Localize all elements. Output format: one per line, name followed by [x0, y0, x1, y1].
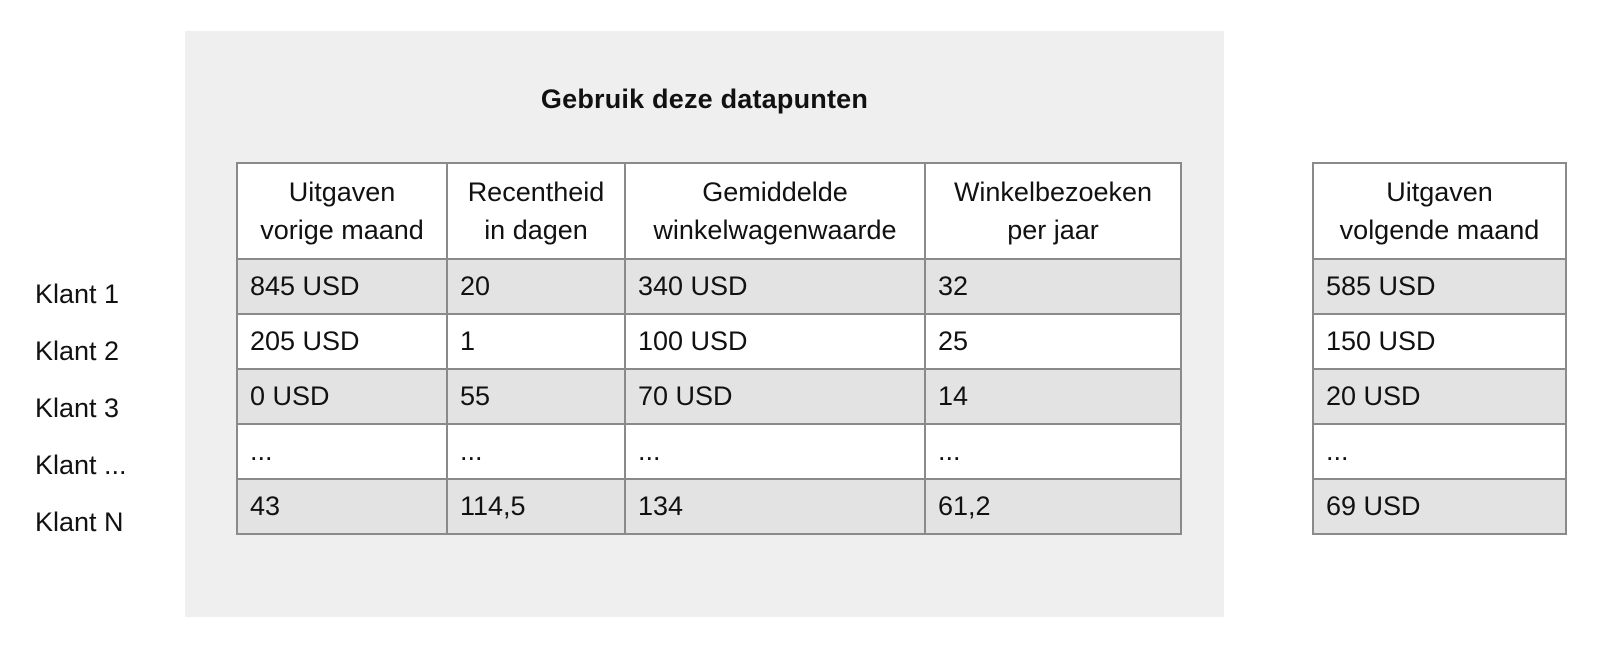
header-line: per jaar [1007, 215, 1099, 245]
table-cell: 20 [446, 258, 626, 315]
table-cell: ... [624, 423, 926, 480]
table-cell: 69 USD [1312, 478, 1567, 535]
table-row: 0 USD 55 70 USD 14 [236, 368, 1182, 425]
table-cell: 61,2 [924, 478, 1182, 535]
table-cell: 0 USD [236, 368, 448, 425]
table-cell: 14 [924, 368, 1182, 425]
table-row: 585 USD [1312, 258, 1567, 315]
page-title: Gebruik deze datapunten [540, 84, 869, 114]
header-line: in dagen [484, 215, 588, 245]
table-cell: 134 [624, 478, 926, 535]
header-row: Uitgaven vorige maand Recentheid in dagen … [236, 162, 1182, 260]
header-line: Uitgaven [288, 177, 396, 207]
row-label: Klant 3 [35, 393, 120, 423]
header-line: Gemiddelde [702, 177, 848, 207]
table-cell: ... [1312, 423, 1567, 480]
table-row: 43 114,5 134 61,2 [236, 478, 1182, 535]
table-cell: 845 USD [236, 258, 448, 315]
table-cell: 100 USD [624, 313, 926, 370]
header-row: Uitgaven volgende maand [1312, 162, 1567, 260]
table-row: 845 USD 20 340 USD 32 [236, 258, 1182, 315]
table-cell: 55 [446, 368, 626, 425]
table-cell: 20 USD [1312, 368, 1567, 425]
header-line: vorige maand [260, 215, 424, 245]
table-cell: 25 [924, 313, 1182, 370]
table-cell: 114,5 [446, 478, 626, 535]
table-cell: 32 [924, 258, 1182, 315]
column-header: Recentheid in dagen [446, 162, 626, 260]
table-cell: ... [446, 423, 626, 480]
column-header: Winkelbezoeken per jaar [924, 162, 1182, 260]
table-cell: 340 USD [624, 258, 926, 315]
table-row: ... [1312, 423, 1567, 480]
table-cell: 1 [446, 313, 626, 370]
table-cell: ... [236, 423, 448, 480]
table-cell: 585 USD [1312, 258, 1567, 315]
header-line: winkelwagenwaarde [653, 215, 897, 245]
table-cell: 150 USD [1312, 313, 1567, 370]
feature-table: Uitgaven vorige maand Recentheid in dagen … [236, 162, 1182, 535]
row-label: Klant 2 [35, 336, 120, 366]
column-header: Uitgaven vorige maand [236, 162, 448, 260]
table-row: ... ... ... ... [236, 423, 1182, 480]
row-label: Klant ... [35, 450, 127, 480]
row-labels: Klant 1 Klant 2 Klant 3 Klant ... Klant … [35, 0, 185, 656]
column-header: Uitgaven volgende maand [1312, 162, 1567, 260]
table-cell: ... [924, 423, 1182, 480]
header-line: Recentheid [467, 177, 605, 207]
table-cell: 70 USD [624, 368, 926, 425]
table-row: 150 USD [1312, 313, 1567, 370]
table-cell: 205 USD [236, 313, 448, 370]
row-label: Klant N [35, 507, 124, 537]
target-table: Uitgaven volgende maand 585 USD 150 USD 2… [1312, 162, 1567, 535]
header-line: volgende maand [1339, 215, 1540, 245]
header-line: Winkelbezoeken [953, 177, 1153, 207]
header-line: Uitgaven [1386, 177, 1493, 207]
row-label: Klant 1 [35, 279, 120, 309]
table-row: 20 USD [1312, 368, 1567, 425]
column-header: Gemiddelde winkelwagenwaarde [624, 162, 926, 260]
table-row: 69 USD [1312, 478, 1567, 535]
table-row: 205 USD 1 100 USD 25 [236, 313, 1182, 370]
table-cell: 43 [236, 478, 448, 535]
